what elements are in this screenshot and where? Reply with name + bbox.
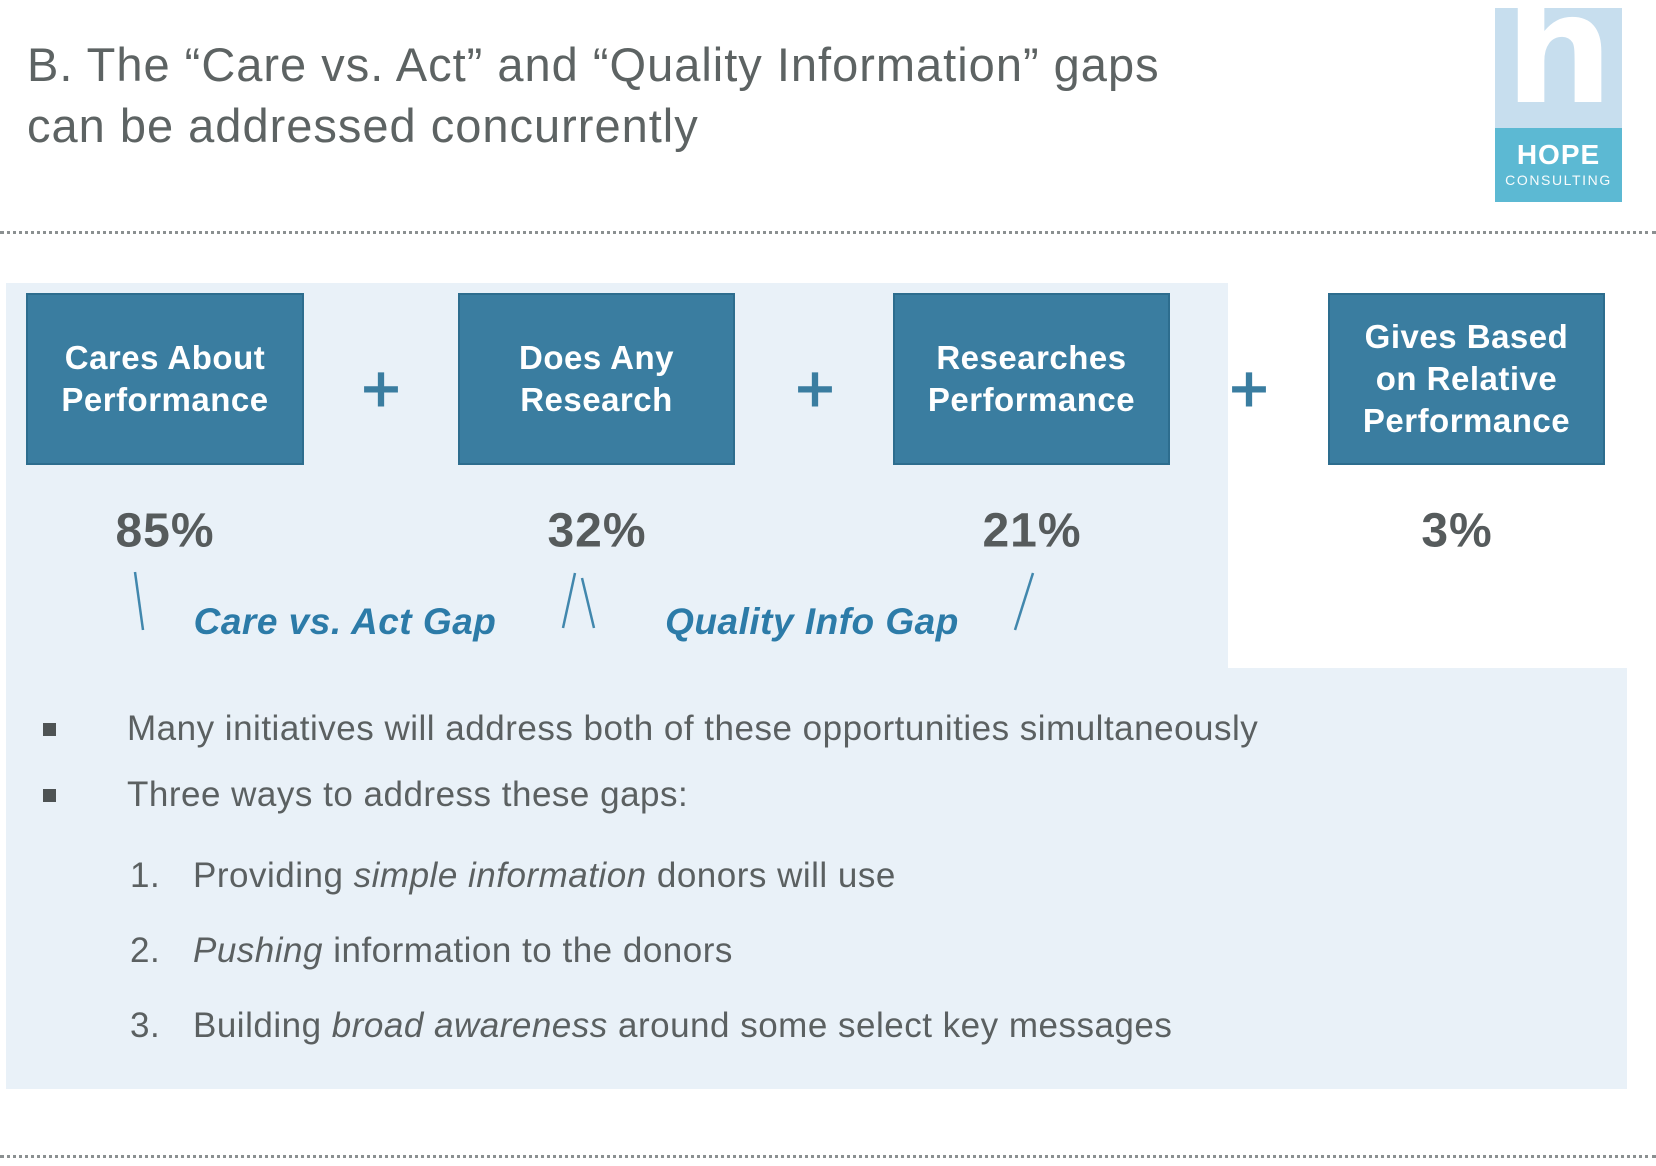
funnel-box-gives-based-on-relative-performance: Gives Based on Relative Performance	[1328, 293, 1605, 465]
numbered-item-text: Building broad awareness around some sel…	[193, 1005, 1172, 1047]
logo-subname: CONSULTING	[1505, 172, 1612, 188]
gap-label-quality-info: Quality Info Gap	[665, 601, 959, 642]
percentage-value: 3%	[1421, 504, 1493, 558]
plus-icon: +	[1226, 356, 1272, 420]
item-number: 2.	[130, 931, 161, 970]
logo-monogram: h	[1505, 8, 1614, 128]
item-text-post: around some select key messages	[607, 1006, 1173, 1045]
item-text-post: information to the donors	[322, 931, 733, 970]
logo-mark: h	[1495, 8, 1622, 128]
bullet-text: Three ways to address these gaps:	[127, 775, 689, 814]
funnel-box-does-any-research: Does Any Research	[458, 293, 735, 465]
page-title: B. The “Care vs. Act” and “Quality Infor…	[27, 38, 1160, 152]
top-divider	[0, 231, 1656, 234]
item-number: 1.	[130, 856, 161, 895]
bullet-square-icon	[43, 789, 56, 802]
funnel-panel-extension	[6, 668, 1627, 1089]
logo-wordmark: HOPE CONSULTING	[1495, 128, 1622, 202]
plus-icon: +	[792, 356, 838, 420]
percentage-value: 21%	[982, 504, 1082, 558]
bullet-square-icon	[43, 723, 56, 736]
percentage-value: 85%	[115, 504, 215, 558]
plus-icon: +	[358, 356, 404, 420]
item-text-pre: Building	[193, 1006, 332, 1045]
item-text-italic: Pushing	[193, 931, 323, 970]
item-text-italic: simple information	[353, 856, 647, 895]
gap-label-care-vs-act: Care vs. Act Gap	[193, 601, 497, 642]
numbered-item-text: Pushing information to the donors	[193, 930, 733, 972]
item-text-italic: broad awareness	[331, 1006, 608, 1045]
funnel-box-cares-about-performance: Cares About Performance	[26, 293, 304, 465]
bullet-text: Many initiatives will address both of th…	[127, 709, 1259, 748]
funnel-box-researches-performance: Researches Performance	[893, 293, 1170, 465]
company-logo: h HOPE CONSULTING	[1495, 8, 1622, 202]
bottom-divider	[0, 1155, 1656, 1158]
percentage-value: 32%	[547, 504, 647, 558]
item-number: 3.	[130, 1006, 161, 1045]
logo-name: HOPE	[1516, 139, 1601, 170]
item-text-pre: Providing	[193, 856, 354, 895]
numbered-item-text: Providing simple information donors will…	[193, 855, 896, 897]
item-text-post: donors will use	[646, 856, 896, 895]
